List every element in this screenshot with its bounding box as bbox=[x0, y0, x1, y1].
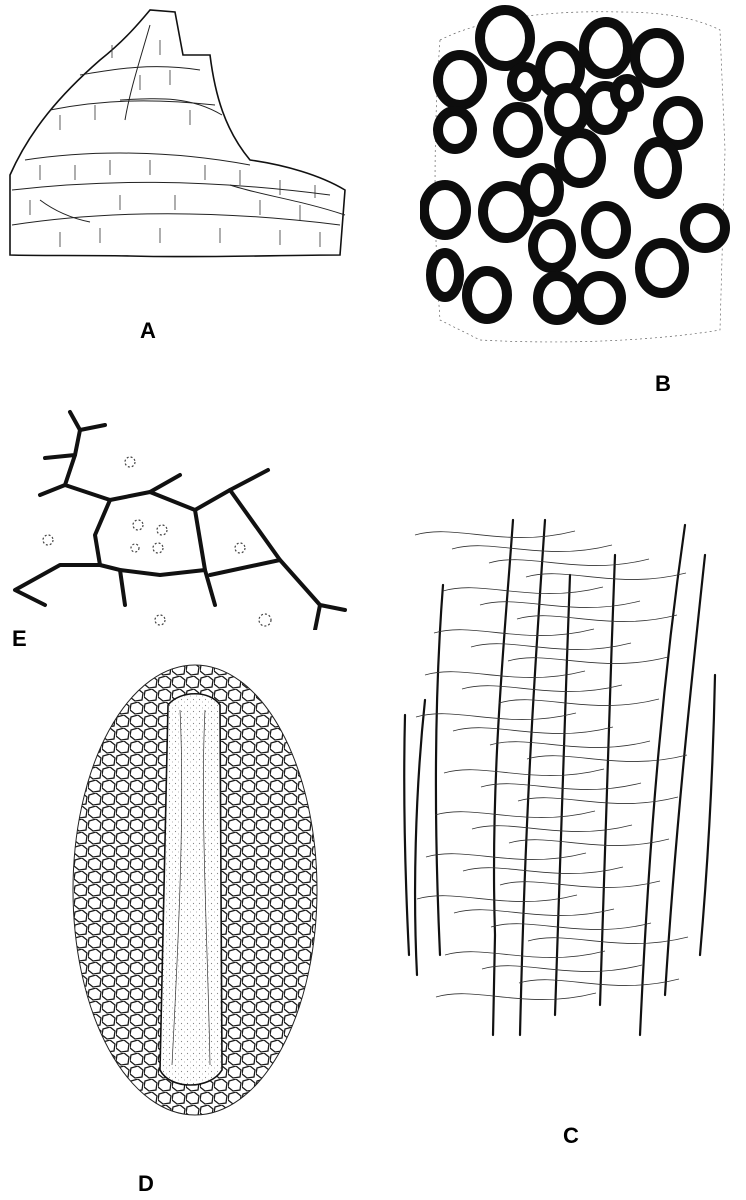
figure-c-strand bbox=[480, 782, 642, 790]
figure-b-cell bbox=[507, 62, 543, 102]
figure-c-strand bbox=[526, 754, 688, 762]
figure-c-fiber bbox=[491, 518, 515, 1037]
figure-c-strand bbox=[498, 698, 660, 706]
figure-c-fiber bbox=[553, 573, 572, 1017]
figure-c-strand bbox=[452, 726, 614, 734]
figure-c-strand bbox=[414, 530, 576, 538]
figure-c-strand bbox=[481, 964, 643, 972]
figure-b-drawing bbox=[420, 5, 730, 343]
figure-b-cell bbox=[433, 50, 487, 110]
figure-c-strand bbox=[508, 838, 670, 846]
figure-b-cell bbox=[528, 219, 576, 273]
figure-c-label: C bbox=[563, 1123, 579, 1148]
figure-c-fiber bbox=[413, 698, 427, 977]
figure-c-fiber bbox=[403, 713, 411, 957]
figure-c-strand bbox=[488, 558, 650, 566]
figure-c-strand bbox=[451, 544, 613, 552]
figure-b-cell bbox=[433, 106, 477, 154]
figure-c-strand bbox=[499, 880, 661, 888]
figure-c-fiber bbox=[638, 523, 687, 1037]
figure-b-cell bbox=[533, 271, 581, 325]
figure-d-label: D bbox=[138, 1171, 154, 1196]
figure-c-strand bbox=[435, 992, 597, 1000]
figure-b-cell bbox=[420, 180, 471, 240]
figure-e-drawing bbox=[13, 410, 347, 630]
figure-c-strand bbox=[434, 810, 596, 818]
figure-c-strand bbox=[425, 852, 587, 860]
figure-c-strand bbox=[470, 642, 632, 650]
figure-a-label: A bbox=[140, 318, 156, 343]
figure-b-cell bbox=[544, 83, 590, 137]
figure-c-strand bbox=[442, 586, 604, 594]
figure-b-cell bbox=[426, 248, 464, 302]
figure-c-drawing bbox=[403, 518, 717, 1037]
figure-b-cell bbox=[574, 271, 626, 325]
figure-b-cell bbox=[478, 181, 534, 243]
figure-c-strand bbox=[525, 572, 687, 580]
figure-d-drawing bbox=[72, 664, 318, 1116]
figure-c-strand bbox=[471, 824, 633, 832]
figure-c-fiber bbox=[434, 583, 445, 957]
figure-b-cell bbox=[610, 74, 644, 112]
figure-c-strand bbox=[444, 950, 606, 958]
figure-c-strand bbox=[433, 628, 595, 636]
figure-a-drawing bbox=[9, 9, 346, 258]
figure-b-cell bbox=[630, 28, 684, 88]
figure-c-fiber bbox=[663, 553, 707, 997]
figure-c-strand bbox=[479, 600, 641, 608]
figure-c-strand bbox=[490, 922, 652, 930]
figure-c-strand bbox=[489, 740, 651, 748]
figure-c-strand bbox=[443, 768, 605, 776]
figure-c-strand bbox=[415, 712, 577, 720]
figure-c-strand bbox=[518, 978, 680, 986]
figure-c-strand bbox=[453, 908, 615, 916]
figure-c-strand bbox=[507, 656, 669, 664]
figure-b-cell bbox=[635, 238, 689, 298]
figure-c-fiber bbox=[518, 518, 547, 1037]
figure-b-cell bbox=[581, 201, 631, 259]
figure-c-strand bbox=[516, 614, 678, 622]
figure-c-strand bbox=[517, 796, 679, 804]
figure-c-fiber bbox=[598, 553, 617, 1007]
figure-b-cell bbox=[634, 137, 682, 199]
figure-c-strand bbox=[527, 936, 689, 944]
figure-b-cell bbox=[462, 266, 512, 324]
figure-c-strand bbox=[461, 684, 623, 692]
figure-c-strand bbox=[424, 670, 586, 678]
figure-b-cell bbox=[520, 163, 564, 217]
figure-b-cell bbox=[680, 203, 730, 253]
figure-b-cell bbox=[579, 17, 633, 79]
figure-e-label: E bbox=[12, 626, 27, 651]
figure-c-strand bbox=[462, 866, 624, 874]
figure-b-label: B bbox=[655, 371, 671, 396]
figure-b-cell bbox=[554, 128, 606, 188]
figure-c-strand bbox=[416, 894, 578, 902]
figure-b-cell bbox=[653, 96, 703, 150]
figure-b-cell bbox=[493, 102, 543, 158]
figure-c-fiber bbox=[698, 673, 717, 957]
figure-b-cell bbox=[475, 5, 535, 71]
